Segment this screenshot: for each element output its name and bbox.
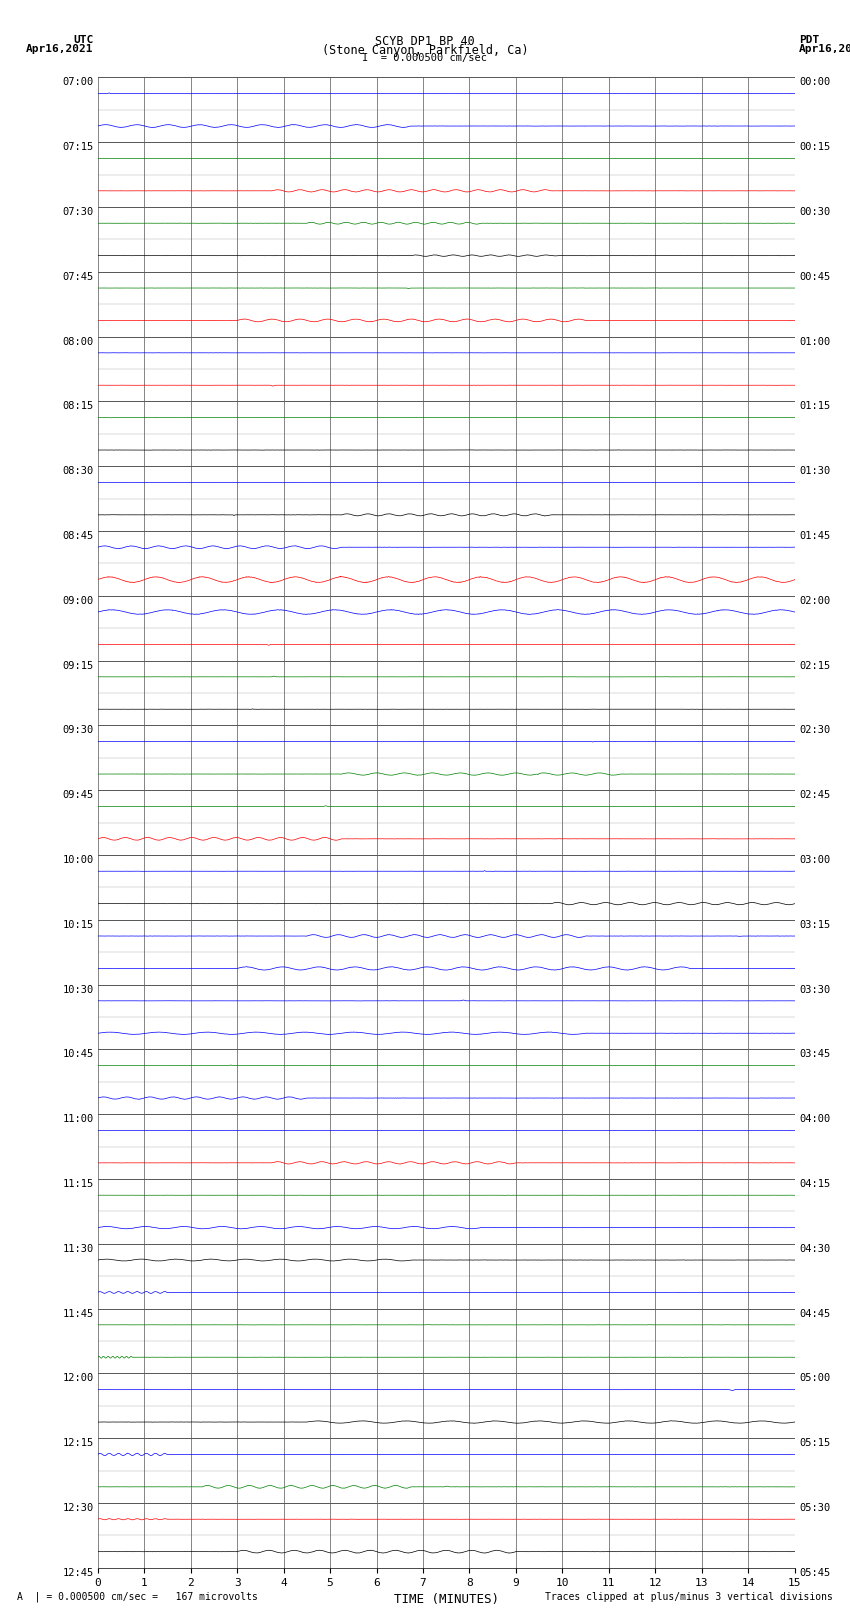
Text: 04:45: 04:45: [799, 1308, 830, 1319]
Text: 08:45: 08:45: [62, 531, 94, 540]
Text: 02:30: 02:30: [799, 726, 830, 736]
Text: 11:15: 11:15: [62, 1179, 94, 1189]
Text: 09:00: 09:00: [62, 595, 94, 606]
Text: 07:30: 07:30: [62, 206, 94, 218]
Text: 10:00: 10:00: [62, 855, 94, 865]
Text: 07:45: 07:45: [62, 273, 94, 282]
Text: 04:30: 04:30: [799, 1244, 830, 1253]
Text: 00:15: 00:15: [799, 142, 830, 152]
Text: 04:00: 04:00: [799, 1115, 830, 1124]
Text: 05:30: 05:30: [799, 1503, 830, 1513]
Text: (Stone Canyon, Parkfield, Ca): (Stone Canyon, Parkfield, Ca): [321, 44, 529, 56]
Text: 07:15: 07:15: [62, 142, 94, 152]
Text: 07:00: 07:00: [62, 77, 94, 87]
Text: 02:15: 02:15: [799, 661, 830, 671]
Text: Apr16,2021: Apr16,2021: [26, 44, 94, 53]
Text: 05:00: 05:00: [799, 1373, 830, 1384]
Text: UTC: UTC: [73, 35, 94, 45]
Text: SCYB DP1 BP 40: SCYB DP1 BP 40: [375, 35, 475, 48]
Text: 02:00: 02:00: [799, 595, 830, 606]
Text: Traces clipped at plus/minus 3 vertical divisions: Traces clipped at plus/minus 3 vertical …: [545, 1592, 833, 1602]
Text: 12:30: 12:30: [62, 1503, 94, 1513]
Text: 11:45: 11:45: [62, 1308, 94, 1319]
Text: Apr16,2021: Apr16,2021: [799, 44, 850, 53]
Text: A  | = 0.000500 cm/sec =   167 microvolts: A | = 0.000500 cm/sec = 167 microvolts: [17, 1590, 258, 1602]
Text: 00:00: 00:00: [799, 77, 830, 87]
Text: 00:45: 00:45: [799, 273, 830, 282]
Text: 09:45: 09:45: [62, 790, 94, 800]
Text: 03:45: 03:45: [799, 1050, 830, 1060]
Text: I  = 0.000500 cm/sec: I = 0.000500 cm/sec: [362, 53, 488, 63]
Text: 10:15: 10:15: [62, 919, 94, 929]
Text: 03:15: 03:15: [799, 919, 830, 929]
Text: 01:45: 01:45: [799, 531, 830, 540]
Text: 11:30: 11:30: [62, 1244, 94, 1253]
Text: 11:00: 11:00: [62, 1115, 94, 1124]
Text: 00:30: 00:30: [799, 206, 830, 218]
Text: 03:30: 03:30: [799, 984, 830, 995]
Text: 05:45: 05:45: [799, 1568, 830, 1578]
Text: 09:15: 09:15: [62, 661, 94, 671]
Text: 08:00: 08:00: [62, 337, 94, 347]
Text: 12:15: 12:15: [62, 1439, 94, 1448]
X-axis label: TIME (MINUTES): TIME (MINUTES): [394, 1594, 499, 1607]
Text: 10:45: 10:45: [62, 1050, 94, 1060]
Text: 01:30: 01:30: [799, 466, 830, 476]
Text: 03:00: 03:00: [799, 855, 830, 865]
Text: 12:00: 12:00: [62, 1373, 94, 1384]
Text: 05:15: 05:15: [799, 1439, 830, 1448]
Text: 02:45: 02:45: [799, 790, 830, 800]
Text: 12:45: 12:45: [62, 1568, 94, 1578]
Text: PDT: PDT: [799, 35, 819, 45]
Text: 10:30: 10:30: [62, 984, 94, 995]
Text: 01:15: 01:15: [799, 402, 830, 411]
Text: 08:15: 08:15: [62, 402, 94, 411]
Text: 01:00: 01:00: [799, 337, 830, 347]
Text: 09:30: 09:30: [62, 726, 94, 736]
Text: 08:30: 08:30: [62, 466, 94, 476]
Text: 04:15: 04:15: [799, 1179, 830, 1189]
